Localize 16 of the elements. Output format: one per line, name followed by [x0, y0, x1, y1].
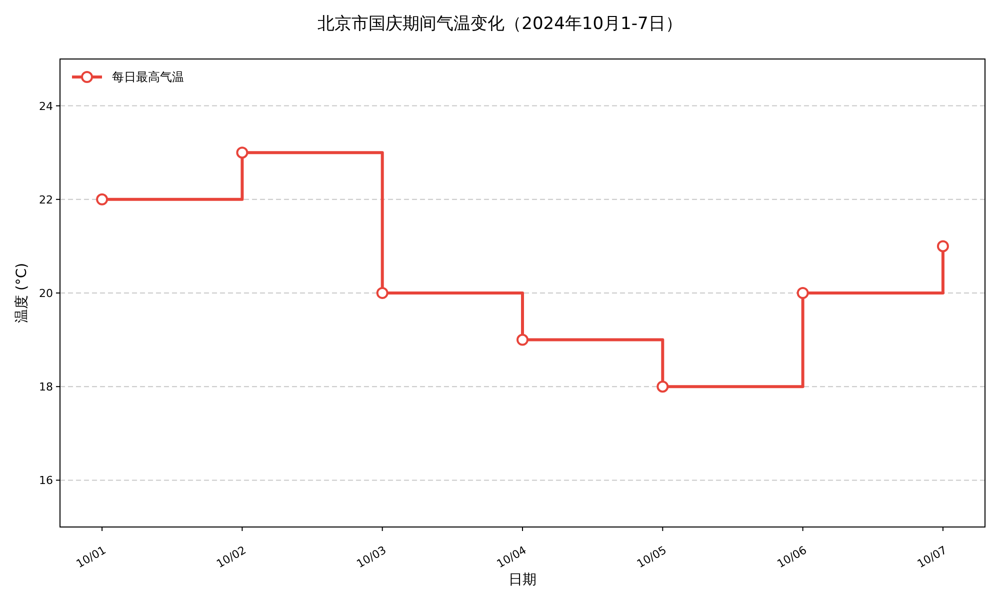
point	[796, 287, 809, 299]
y-tick-label: 20	[39, 287, 53, 300]
point	[376, 287, 388, 299]
chart-title: 北京市国庆期间气温变化（2024年10月1-7日）	[318, 14, 682, 34]
x-axis-title: 日期	[508, 572, 536, 588]
y-axis-title: 温度 (°C)	[14, 262, 30, 324]
point	[96, 193, 108, 206]
point	[936, 240, 949, 252]
point	[656, 380, 669, 393]
y-tick-label: 18	[39, 380, 53, 394]
y-tick-label: 24	[39, 100, 53, 113]
y-tick-label: 16	[39, 474, 53, 488]
point	[236, 146, 248, 159]
legend-label: 每日最高气温	[112, 70, 184, 84]
y-tick-label: 22	[39, 193, 53, 206]
point	[516, 334, 528, 346]
